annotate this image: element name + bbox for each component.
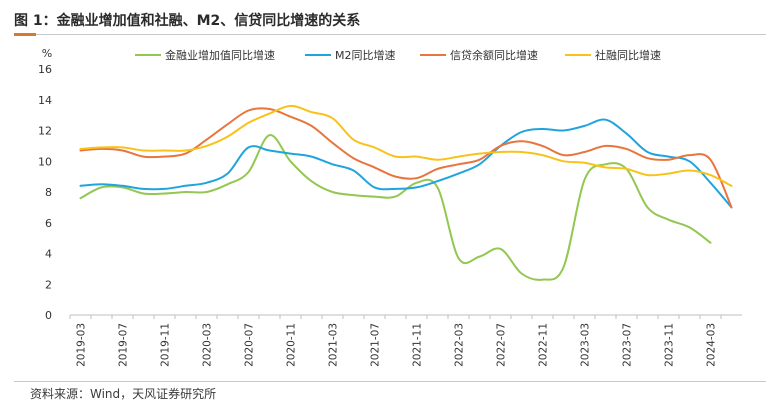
y-tick-label: 10 — [38, 155, 52, 168]
x-tick-label: 2024-03 — [706, 323, 718, 367]
x-tick-label: 2021-03 — [328, 323, 340, 367]
x-tick-label: 2020-11 — [286, 323, 298, 367]
x-axis-ticks: 2019-03 2019-07 2019-11 2020-03 2020-07 2020-… — [69, 315, 722, 367]
footer-divider — [14, 381, 766, 382]
x-tick-label: 2022-07 — [496, 323, 508, 367]
series-lines — [79, 104, 733, 281]
y-tick-label: 6 — [45, 217, 52, 230]
y-axis-unit-label: % — [42, 47, 52, 60]
header-accent-mark — [14, 33, 36, 36]
legend-label-4: 社融同比增速 — [595, 48, 661, 62]
x-tick-label: 2019-11 — [160, 323, 172, 367]
y-tick-label: 12 — [38, 125, 52, 138]
series-line-4 — [79, 104, 733, 187]
series-line-2 — [79, 118, 733, 209]
x-tick-label: 2020-03 — [202, 323, 214, 367]
x-tick-label: 2023-03 — [580, 323, 592, 367]
header-divider — [14, 34, 766, 35]
x-tick-label: 2021-11 — [412, 323, 424, 367]
x-tick-label: 2023-11 — [664, 323, 676, 367]
x-tick-label: 2021-07 — [370, 323, 382, 367]
y-tick-label: 4 — [45, 248, 52, 261]
source-note: 资料来源：Wind，天风证券研究所 — [30, 387, 217, 401]
figure-header: 图 1：金融业增加值和社融、M2、信贷同比增速的关系 — [14, 8, 766, 36]
legend-label-1: 金融业增加值同比增速 — [165, 48, 275, 62]
x-tick-label: 2019-07 — [118, 323, 130, 367]
chart-legend: 金融业增加值同比增速 M2同比增速 信贷余额同比增速 社融同比增速 — [135, 48, 661, 62]
figure-title: 图 1：金融业增加值和社融、M2、信贷同比增速的关系 — [14, 13, 361, 29]
y-tick-label: 16 — [38, 63, 52, 76]
y-tick-label: 2 — [45, 278, 52, 291]
legend-label-3: 信贷余额同比增速 — [450, 48, 538, 62]
x-tick-label: 2020-07 — [244, 323, 256, 367]
x-tick-label: 2022-11 — [538, 323, 550, 367]
x-tick-label: 2022-03 — [454, 323, 466, 367]
x-tick-label: 2019-03 — [76, 323, 88, 367]
y-tick-label: 8 — [45, 186, 52, 199]
legend-label-2: M2同比增速 — [335, 48, 396, 62]
x-tick-label: 2023-07 — [622, 323, 634, 367]
y-axis-ticks: 0 2 4 6 8 10 12 14 16% — [38, 47, 52, 322]
series-line-3 — [79, 107, 733, 209]
y-tick-label: 14 — [38, 94, 52, 107]
series-line-1 — [79, 134, 712, 281]
y-tick-label: 0 — [45, 309, 52, 322]
